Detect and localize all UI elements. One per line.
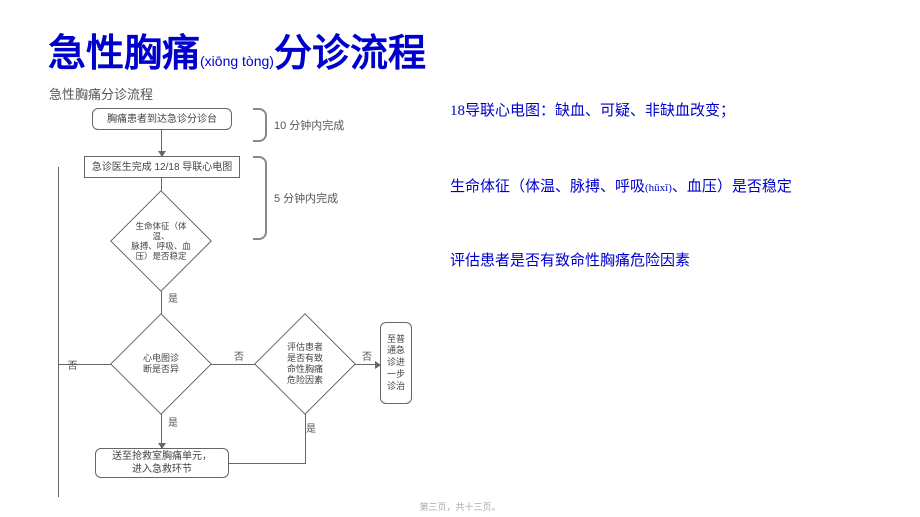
note-text-post: 、血压）是否稳定 [672,179,792,195]
edge-label-no: 否 [234,348,244,363]
node-general: 至普通急诊进一步诊治 [380,322,412,404]
node-ecg-decision: 心电图诊断是否异 [125,328,197,400]
connector [58,167,59,497]
node-label: 胸痛患者到达急诊分诊台 [107,113,217,126]
node-ecg: 急诊医生完成 12/18 导联心电图 [84,156,240,178]
connector [229,463,306,464]
note-text-pre: 生命体征（体温、脉搏、呼吸 [450,179,645,195]
flowchart-container: 胸痛患者到达急诊分诊台 急诊医生完成 12/18 导联心电图 生命体征（体温、脉… [48,100,418,500]
node-label: 急诊医生完成 12/18 导联心电图 [92,161,233,174]
page-title: 急性胸痛(xiōng tòng)分诊流程 [48,22,426,77]
side-note-ecg: 18导联心电图：缺血、可疑、非缺血改变； [450,100,735,123]
edge-label-no: 否 [63,360,78,370]
bracket-10min [253,108,267,142]
node-label: 送至抢救室胸痛单元，进入急救环节 [112,450,212,476]
title-part2: 分诊流程 [274,33,426,75]
title-pinyin: (xiōng tòng) [200,53,274,69]
bracket-label: 10 分钟内完成 [274,117,344,133]
edge-label-yes: 是 [168,290,178,305]
node-label: 评估患者是否有致命性胸痛危险因素 [283,338,327,389]
side-note-risk: 评估患者是否有致命性胸痛危险因素 [450,250,690,273]
edge-label-yes: 是 [306,420,316,435]
edge-label-yes: 是 [168,414,178,429]
node-vitals-decision: 生命体征（体温、脉搏、呼吸、血压）是否稳定 [125,205,197,277]
side-note-vitals: 生命体征（体温、脉搏、呼吸(hūxī)、血压）是否稳定 [450,176,870,199]
bracket-label: 5 分钟内完成 [274,190,338,206]
node-start: 胸痛患者到达急诊分诊台 [92,108,232,130]
node-risk-decision: 评估患者是否有致命性胸痛危险因素 [269,328,341,400]
edge-label-no: 否 [362,348,372,363]
title-part1: 急性胸痛 [48,33,200,75]
node-label: 生命体征（体温、脉搏、呼吸、血压）是否稳定 [125,217,197,266]
node-label: 心电图诊断是否异 [139,349,183,379]
node-rescue: 送至抢救室胸痛单元，进入急救环节 [95,448,229,478]
page-footer: 第三页，共十三页。 [0,500,920,513]
note-pinyin: (hūxī) [645,182,672,194]
bracket-5min [253,156,267,240]
node-label: 至普通急诊进一步诊治 [387,334,405,392]
